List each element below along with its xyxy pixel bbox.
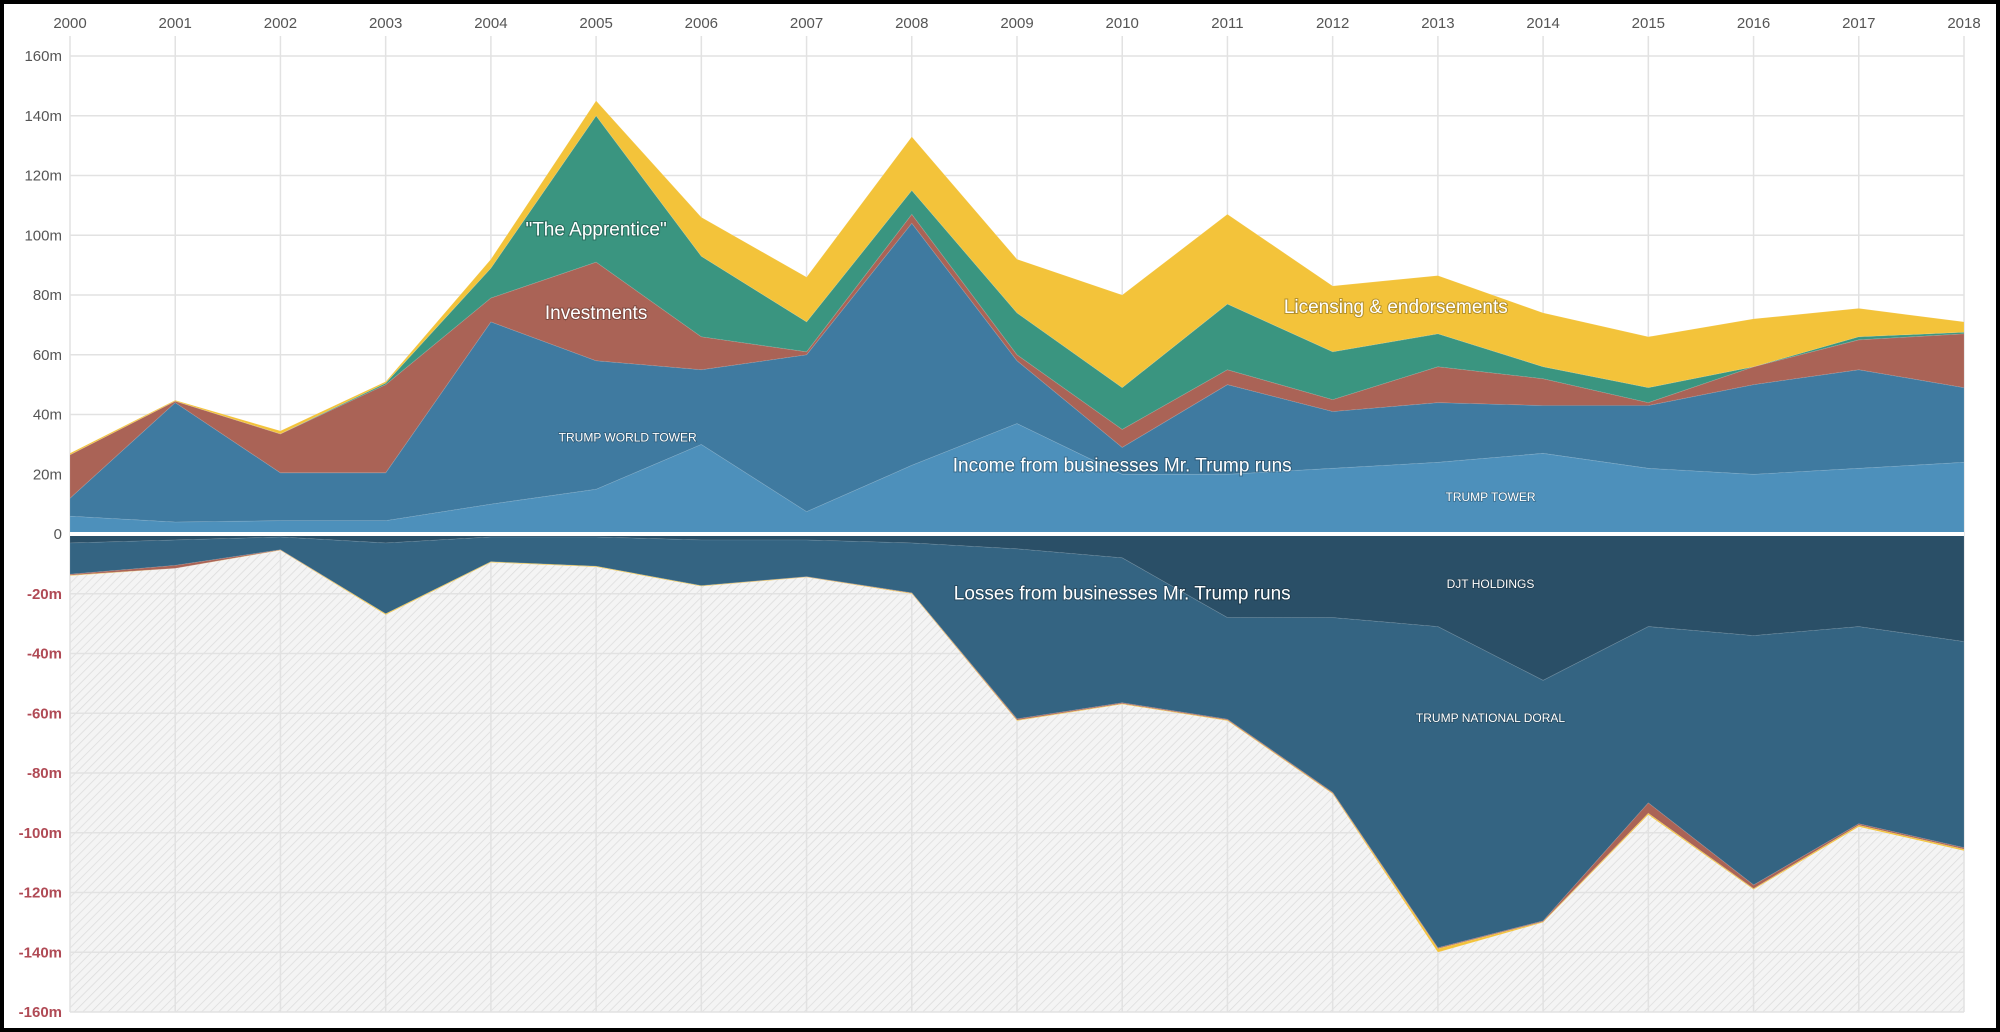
stacked-area-chart: 2000 2001 2002 2003 2004 2005 2006 2007 2008 2009… <box>19 15 1981 1021</box>
y-tick-label: 160m <box>24 48 62 65</box>
y-tick-label: 80m <box>33 287 62 304</box>
y-tick-label: -100m <box>19 825 62 842</box>
area-investment-losses <box>69 549 1965 950</box>
x-tick-label: 2013 <box>1421 15 1454 32</box>
x-tick-label: 2014 <box>1526 15 1559 32</box>
x-tick-label: 2009 <box>1000 15 1033 32</box>
y-tick-label: 0 <box>54 526 62 543</box>
x-tick-label: 2006 <box>685 15 718 32</box>
annotation-label: Income from businesses Mr. Trump runs <box>953 455 1292 476</box>
x-tick-label: 2018 <box>1947 15 1980 32</box>
annotation-label: TRUMP NATIONAL DORAL <box>1416 711 1565 725</box>
annotation-label: TRUMP TOWER <box>1445 490 1535 504</box>
y-tick-label: -160m <box>19 1004 62 1021</box>
x-tick-label: 2017 <box>1842 15 1875 32</box>
area-the-apprentice <box>69 115 1965 456</box>
y-tick-label: -40m <box>27 646 62 663</box>
annotation-label: Investments <box>545 303 647 324</box>
x-tick-label: 2008 <box>895 15 928 32</box>
area-trump-world-tower-other-businesses <box>69 222 1965 523</box>
x-tick-label: 2016 <box>1737 15 1770 32</box>
y-tick-label: -60m <box>27 705 62 722</box>
annotation-label: Licensing & endorsements <box>1284 297 1508 318</box>
x-tick-label: 2011 <box>1211 15 1243 32</box>
x-tick-label: 2012 <box>1316 15 1349 32</box>
annotation-label: "The Apprentice" <box>525 219 666 240</box>
x-tick-label: 2001 <box>159 15 192 32</box>
x-tick-label: 2005 <box>579 15 612 32</box>
area-licensing-losses <box>69 549 1965 953</box>
y-tick-label: 40m <box>33 407 62 424</box>
y-tick-label: 60m <box>33 347 62 364</box>
chart-frame: 2000 2001 2002 2003 2004 2005 2006 2007 2008 2009… <box>4 4 1996 1028</box>
y-tick-label: 20m <box>33 466 62 483</box>
x-tick-label: 2010 <box>1106 15 1139 32</box>
annotation-label: TRUMP WORLD TOWER <box>559 430 697 444</box>
y-tick-label: -120m <box>19 885 62 902</box>
y-tick-label: 140m <box>24 108 62 125</box>
y-tick-label: -20m <box>27 586 62 603</box>
x-tick-label: 2015 <box>1632 15 1665 32</box>
x-tick-label: 2004 <box>474 15 507 32</box>
y-tick-label: 120m <box>24 168 62 185</box>
x-tick-label: 2002 <box>264 15 297 32</box>
x-tick-label: 2003 <box>369 15 402 32</box>
y-tick-label: -80m <box>27 765 62 782</box>
area-licensing-endorsements <box>69 100 1965 456</box>
y-tick-label: 100m <box>24 227 62 244</box>
annotation-label: Losses from businesses Mr. Trump runs <box>954 584 1291 605</box>
y-tick-label: -140m <box>19 944 62 961</box>
x-tick-label: 2007 <box>790 15 823 32</box>
annotation-label: DJT HOLDINGS <box>1447 577 1535 591</box>
x-tick-label: 2000 <box>53 15 86 32</box>
